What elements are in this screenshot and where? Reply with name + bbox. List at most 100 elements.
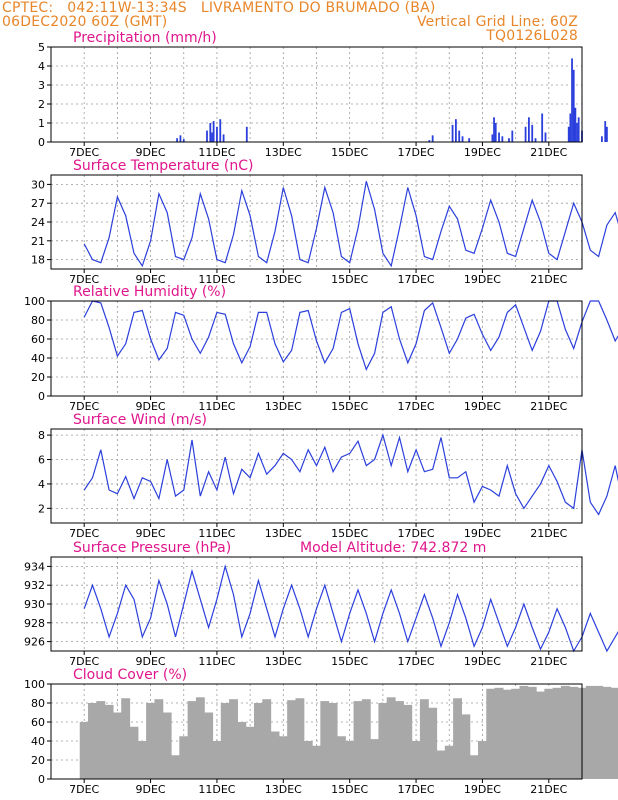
cloud-bar — [312, 745, 321, 779]
cloud-bar — [610, 687, 618, 779]
precip-bar — [511, 130, 514, 142]
y-tick-label: 0 — [38, 773, 45, 786]
precip-bar — [431, 135, 434, 142]
cloud-bar — [303, 741, 313, 779]
cloud-bar — [195, 697, 205, 779]
x-tick-label: 15DEC — [331, 527, 368, 540]
x-tick-label: 9DEC — [136, 527, 166, 540]
precip-bar — [541, 113, 544, 142]
plot-frame — [50, 683, 583, 780]
precip-bar — [577, 117, 580, 142]
cloud-bar — [353, 701, 363, 779]
precip-bar — [461, 136, 464, 142]
precip-bar — [493, 117, 495, 142]
cloud-bar — [262, 699, 272, 779]
y-tick-label: 6 — [38, 454, 45, 467]
precip-bar — [571, 58, 573, 142]
precip-bar — [211, 132, 213, 142]
temp-line — [83, 181, 618, 268]
precip-bar — [528, 117, 530, 142]
y-tick-label: 21 — [31, 235, 45, 248]
cloud-bar — [278, 736, 288, 779]
y-tick-label: 932 — [24, 579, 45, 592]
x-tick-label: 7DEC — [69, 527, 99, 540]
y-tick-label: 8 — [38, 429, 45, 442]
x-tick-label: 19DEC — [464, 400, 501, 413]
plot-frame — [50, 46, 583, 143]
x-tick-label: 7DEC — [69, 146, 99, 159]
cloud-bar — [328, 703, 338, 779]
x-tick-label: 17DEC — [398, 783, 435, 796]
precip-bar — [572, 69, 575, 142]
cloud-bar — [444, 745, 454, 779]
cloud-bar — [270, 731, 280, 779]
panel-pressure: 926 928 930 932 934 7DEC 9DEC 11DEC 13DEC 15DEC 17… — [24, 540, 618, 668]
y-tick-label: 20 — [31, 371, 45, 384]
cloud-bar — [220, 703, 230, 779]
cloud-bar — [436, 750, 446, 779]
panel-title: Surface Temperature (nC) — [73, 158, 254, 174]
x-tick-label: 17DEC — [398, 273, 435, 286]
wind-line — [83, 433, 618, 516]
x-tick-label: 13DEC — [265, 146, 302, 159]
x-tick-label: 13DEC — [265, 527, 302, 540]
cloud-bar — [494, 687, 504, 779]
y-tick-label: 1 — [38, 117, 45, 130]
x-tick-label: 9DEC — [136, 783, 166, 796]
x-tick-label: 17DEC — [398, 655, 435, 668]
x-tick-label: 9DEC — [136, 146, 166, 159]
y-tick-label: 40 — [31, 352, 45, 365]
cloud-bar — [204, 712, 214, 779]
x-tick-label: 21DEC — [530, 783, 567, 796]
x-tick-label: 15DEC — [331, 400, 368, 413]
y-tick-label: 20 — [31, 754, 45, 767]
precip-bar — [216, 126, 218, 142]
precip-bar — [567, 126, 570, 142]
precip-bar — [212, 121, 215, 142]
cloud-bar — [527, 686, 537, 779]
y-tick-label: 24 — [31, 216, 45, 229]
x-tick-label: 21DEC — [530, 146, 567, 159]
cloud-bar — [419, 699, 429, 779]
x-tick-label: 19DEC — [464, 527, 501, 540]
cloud-bar — [569, 686, 579, 779]
x-tick-label: 11DEC — [198, 273, 235, 286]
precip-bar — [524, 126, 527, 142]
header-location: CPTEC: 042:11W-13:34S LIVRAMENTO DO BRUM… — [2, 0, 436, 16]
precip-bar — [576, 123, 578, 142]
cloud-bar — [154, 699, 164, 779]
precip-bar — [491, 134, 494, 142]
cloud-bar — [79, 722, 89, 779]
cloud-bar — [245, 726, 255, 779]
precip-bar — [601, 136, 603, 142]
x-tick-label: 19DEC — [464, 783, 501, 796]
x-tick-label: 21DEC — [530, 527, 567, 540]
panel-rh: 0 20 40 60 80 100 7DEC 9DEC 11DEC 13DEC 15DEC 17DEC… — [24, 284, 618, 413]
precip-bar — [531, 124, 534, 142]
cloud-bar — [137, 741, 147, 779]
x-tick-label: 15DEC — [331, 273, 368, 286]
x-tick-label: 7DEC — [69, 655, 99, 668]
precip-bar — [209, 123, 212, 142]
header-run-date: 06DEC2020 60Z (GMT) — [2, 14, 168, 30]
y-tick-label: 930 — [24, 598, 45, 611]
panel-title: Surface Pressure (hPa) — [73, 540, 231, 556]
pressure-line — [83, 564, 618, 653]
y-tick-label: 0 — [38, 136, 45, 149]
y-tick-label: 18 — [31, 254, 45, 267]
x-tick-label: 9DEC — [136, 655, 166, 668]
cloud-bar — [287, 700, 297, 779]
x-tick-label: 7DEC — [69, 273, 99, 286]
panel-title: Cloud Cover (%) — [73, 667, 187, 683]
cloud-bar — [104, 704, 114, 779]
x-tick-label: 15DEC — [331, 655, 368, 668]
panel-title: Surface Wind (m/s) — [73, 412, 207, 428]
cloud-bar — [237, 722, 247, 779]
cloud-bar — [502, 689, 512, 779]
precip-bar — [222, 134, 225, 142]
x-tick-label: 21DEC — [530, 655, 567, 668]
cloud-bar — [96, 701, 106, 779]
y-tick-label: 100 — [24, 678, 45, 691]
precip-bar — [574, 107, 577, 142]
y-tick-label: 60 — [31, 333, 45, 346]
